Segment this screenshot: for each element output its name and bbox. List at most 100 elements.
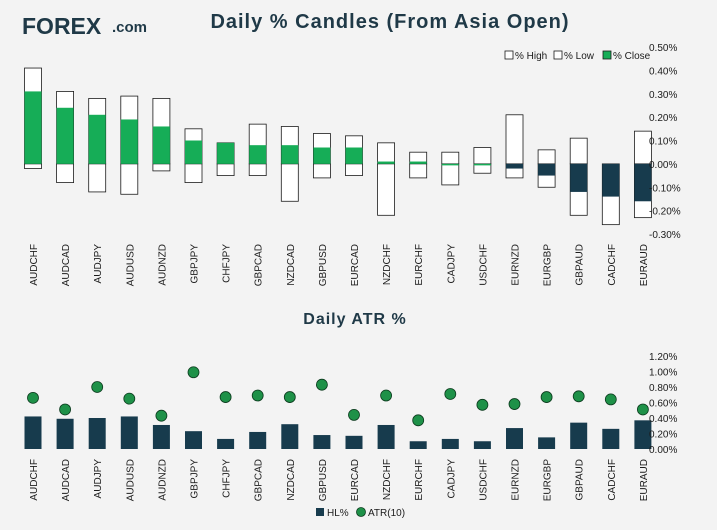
atr-point-cadchf: [604, 393, 617, 406]
candle-x-tick: USDCHF: [478, 244, 489, 286]
candle-low-eurcad: [345, 163, 363, 176]
atr-y-tick: 0.40%: [649, 414, 677, 425]
candle-x-axis: AUDCHF AUDCAD AUDJPY AUDUSD AUDNZD GBPJPY CHFJ…: [29, 244, 650, 287]
candle-y-tick: 0.00%: [649, 160, 677, 171]
hl-bar-eurcad: [345, 435, 363, 449]
atr-point-eurcad: [348, 408, 360, 421]
atr-point-audchf: [27, 391, 39, 404]
hl-bar-eurgbp: [538, 437, 556, 449]
candle-close-euraud: [634, 163, 652, 202]
atr-point-eurnzd: [508, 398, 521, 410]
candle-low-audusd: [120, 163, 139, 195]
candle-x-tick: EURCAD: [350, 244, 361, 286]
hl-bar-usdchf: [473, 441, 491, 449]
atr-point-audjpy: [91, 381, 104, 393]
candle-y-tick: -0.20%: [649, 207, 681, 218]
legend-close-label: % Close: [613, 51, 651, 62]
atr-x-tick: EURCAD: [350, 459, 361, 501]
candle-y-tick: -0.10%: [649, 183, 681, 194]
hl-bar-cadjpy: [441, 438, 459, 449]
candle-high-usdchf: [473, 147, 492, 165]
candle-y-tick: 0.20%: [649, 113, 677, 124]
atr-point-euraud: [637, 403, 649, 416]
atr-x-tick: AUDNZD: [157, 459, 168, 501]
atr-point-gbpcad: [251, 389, 264, 402]
atr-x-tick: EURNZD: [511, 459, 522, 501]
candle-low-audcad: [56, 163, 74, 183]
candle-low-audchf: [24, 163, 42, 169]
atr-x-tick: EURAUD: [639, 459, 650, 501]
candle-x-tick: NZDCHF: [382, 244, 393, 285]
candle-close-eurcad: [345, 147, 363, 164]
candle-close-usdchf: [473, 163, 491, 166]
candle-x-tick: CADJPY: [446, 244, 457, 284]
candle-low-audjpy: [88, 163, 107, 193]
candle-x-tick: AUDCAD: [61, 244, 72, 286]
candle-x-tick: EURAUD: [639, 244, 650, 286]
atr-x-tick: CHFJPY: [222, 459, 233, 498]
candle-x-tick: AUDNZD: [157, 244, 168, 286]
candle-close-gbpjpy: [185, 140, 202, 164]
candle-low-cadjpy: [441, 163, 460, 186]
candle-y-tick: 0.50%: [649, 43, 677, 54]
candle-close-gbpcad: [249, 145, 267, 164]
candle-close-eurgbp: [538, 163, 556, 176]
atr-x-axis: AUDCHF AUDCAD AUDJPY AUDUSD AUDNZD GBPJPY CHFJ…: [29, 459, 650, 502]
atr-point-audnzd: [155, 409, 168, 422]
hl-bar-cadchf: [602, 428, 620, 449]
hl-bar-audnzd: [152, 424, 170, 449]
candle-x-tick: EURGBP: [543, 244, 554, 287]
legend-hl-swatch: [316, 508, 324, 516]
atr-x-tick: GBPCAD: [254, 459, 265, 501]
atr-x-tick: CADCHF: [607, 459, 618, 501]
candle-close-audchf: [24, 91, 42, 164]
legend-atr-marker: [356, 507, 366, 517]
atr-x-tick: AUDJPY: [93, 459, 104, 499]
candle-x-tick: AUDUSD: [125, 244, 136, 286]
candle-low-chfjpy: [216, 163, 235, 176]
atr-point-chfjpy: [219, 391, 232, 403]
candle-x-tick: EURNZD: [511, 244, 522, 286]
candle-y-tick: -0.30%: [649, 230, 681, 241]
hl-bar-gbpcad: [249, 431, 267, 449]
atr-x-tick: EURGBP: [543, 459, 554, 502]
candle-close-nzdchf: [377, 161, 395, 164]
candle-y-tick: 0.10%: [649, 137, 677, 148]
atr-series-group: [24, 366, 652, 449]
legend-atr-label: ATR(10): [368, 508, 405, 519]
legend-hl-label: HL%: [327, 508, 349, 519]
hl-bar-audjpy: [88, 418, 106, 449]
atr-point-audusd: [123, 392, 136, 405]
atr-x-tick: GBPAUD: [575, 459, 586, 501]
candle-high-cadjpy: [441, 151, 460, 165]
candle-x-tick: GBPJPY: [190, 244, 201, 284]
candle-series-group: [24, 67, 652, 226]
candle-close-eurchf: [409, 161, 427, 164]
candle-close-nzdcad: [281, 145, 299, 164]
candle-low-eurchf: [409, 163, 428, 179]
atr-point-audcad: [59, 403, 71, 416]
hl-bar-audchf: [24, 416, 42, 449]
atr-x-tick: GBPJPY: [190, 459, 201, 499]
candle-low-audnzd: [152, 163, 171, 172]
atr-y-tick: 0.60%: [649, 399, 677, 410]
atr-point-nzdcad: [283, 391, 296, 403]
candle-close-audcad: [56, 107, 74, 164]
candle-x-tick: EURCHF: [414, 244, 425, 286]
atr-y-tick: 1.00%: [649, 368, 677, 379]
candle-high-nzdchf: [377, 142, 396, 165]
candle-y-tick: 0.40%: [649, 66, 677, 77]
atr-x-tick: NZDCHF: [382, 459, 393, 500]
atr-point-gbpaud: [572, 390, 585, 403]
atr-x-tick: AUDCHF: [29, 459, 40, 501]
candle-x-tick: GBPAUD: [575, 244, 586, 286]
atr-point-gbpjpy: [187, 366, 200, 379]
candle-high-eurnzd: [505, 114, 524, 165]
candle-close-chfjpy: [217, 142, 235, 164]
candle-high-eurgbp: [537, 149, 556, 165]
hl-bar-euraud: [634, 420, 652, 449]
candle-y-tick: 0.30%: [649, 90, 677, 101]
candle-x-tick: AUDJPY: [93, 244, 104, 284]
atr-x-tick: NZDCAD: [286, 459, 297, 501]
